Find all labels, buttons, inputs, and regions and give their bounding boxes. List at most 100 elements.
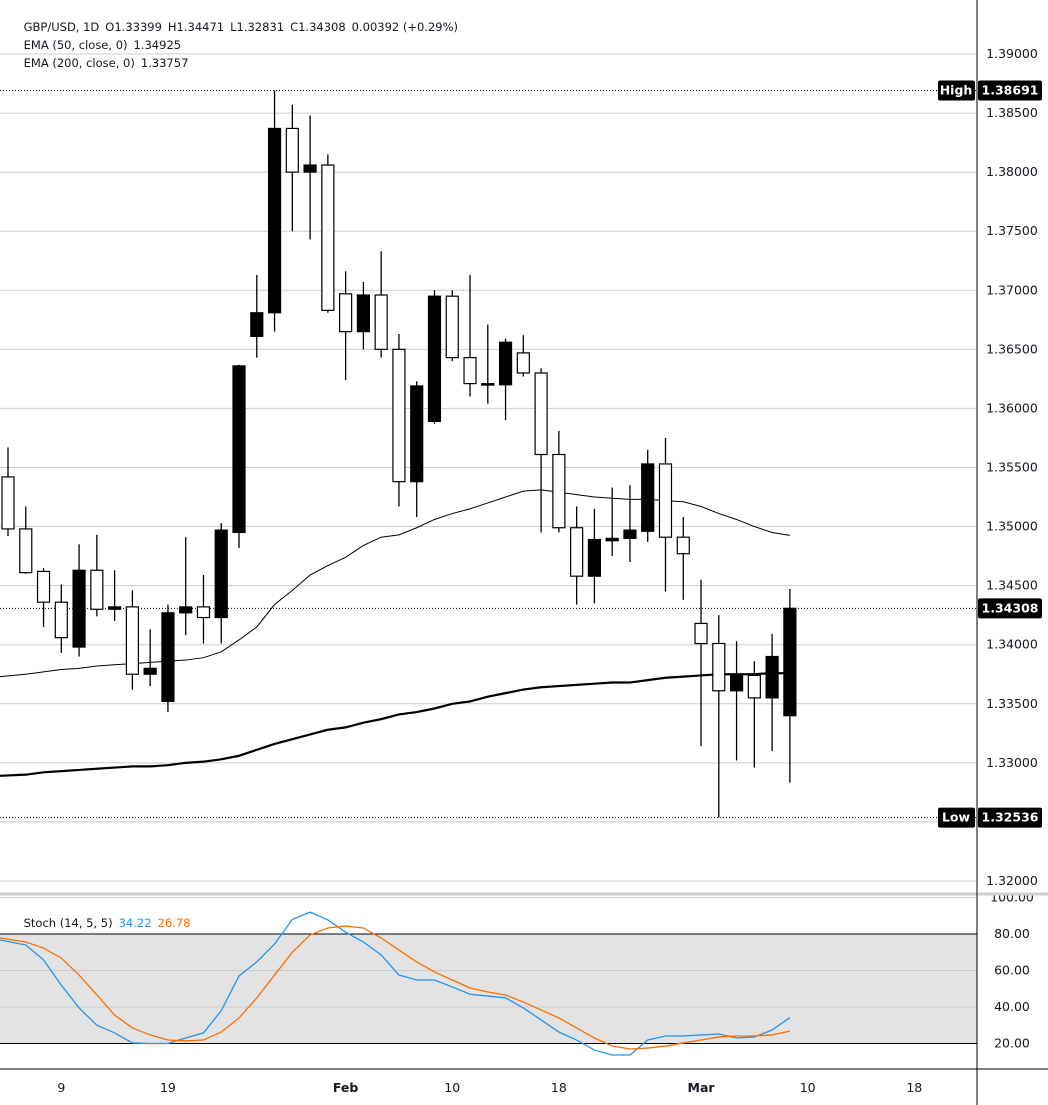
price-tick-label: 1.35500 (986, 459, 1038, 474)
candle-bullish (623, 529, 637, 539)
candle-bearish (516, 352, 530, 374)
price-tick-label: 1.33000 (986, 755, 1038, 770)
symbol-label[interactable]: GBP/USD, 1D (23, 20, 100, 34)
candle-bearish (321, 164, 335, 311)
low-marker-label-box (938, 807, 975, 828)
candle-bullish (250, 312, 264, 337)
time-tick-label: 18 (551, 1080, 567, 1095)
candle-bearish (285, 127, 299, 173)
candle-bullish (161, 612, 175, 703)
candle-bearish (374, 294, 388, 350)
candle-bearish (747, 674, 761, 699)
candle-bearish (339, 293, 353, 333)
candle-bearish (196, 606, 211, 619)
candle-bullish (356, 294, 370, 333)
candle-bearish (445, 295, 459, 359)
ema50-value: 1.34925 (133, 38, 182, 52)
time-tick-label: 9 (57, 1080, 65, 1095)
stoch-tick-label: 20.00 (994, 1036, 1030, 1051)
candle-bullish (765, 655, 779, 699)
candle-bullish (267, 127, 282, 314)
price-tick-label: 1.34000 (986, 637, 1038, 652)
low-marker-value-box (978, 807, 1042, 828)
candle-bearish (694, 622, 708, 645)
ema200-label: EMA (200, close, 0) (23, 56, 135, 70)
stoch-band (0, 934, 977, 1044)
symbol-legend: GBP/USD, 1D O1.33399 H1.34471 L1.32831 C1.34… (9, 6, 464, 48)
candle-bullish (587, 538, 602, 577)
time-tick-label: 10 (800, 1080, 816, 1095)
time-tick-label: Mar (688, 1080, 716, 1095)
candle-bullish (72, 569, 86, 648)
candle-bullish (498, 341, 513, 386)
candle-bearish (534, 372, 548, 456)
time-tick-label: 18 (906, 1080, 922, 1095)
ema200-line (0, 671, 790, 777)
high-marker-label: High (940, 83, 973, 98)
price-tick-label: 1.36500 (986, 341, 1038, 356)
candle-bullish (641, 463, 655, 532)
candle-bearish (658, 463, 673, 538)
price-tick-label: 1.33500 (986, 696, 1038, 711)
candle-bullish (481, 383, 495, 386)
high-marker-value-box (978, 80, 1042, 101)
stoch-tick-label: 100.00 (990, 890, 1034, 905)
stoch-d-line (0, 925, 791, 1050)
candle-bullish (179, 606, 193, 614)
price-tick-label: 1.34500 (986, 578, 1038, 593)
candle-bullish (214, 529, 228, 619)
candle-bullish (605, 537, 619, 542)
candle-bearish (54, 601, 68, 639)
stoch-tick-label: 40.00 (994, 999, 1030, 1014)
price-tick-label: 1.37500 (986, 223, 1038, 238)
candle-bearish (570, 527, 584, 577)
low-value: L1.32831 (230, 20, 285, 34)
candle-bullish (427, 295, 442, 423)
close-value: C1.34308 (290, 20, 346, 34)
price-tick-label: 1.32000 (986, 873, 1038, 888)
candle-bullish (783, 607, 797, 717)
last-price-marker-value: 1.34308 (982, 600, 1039, 615)
stoch-k-value: 34.22 (118, 916, 152, 930)
stoch-k-line (0, 911, 791, 1056)
price-tick-label: 1.35000 (986, 519, 1038, 534)
stoch-d-value: 26.78 (157, 916, 191, 930)
change-value: 0.00392 (+0.29%) (351, 20, 459, 34)
candle-bullish (729, 673, 744, 692)
time-tick-label: Feb (333, 1080, 359, 1095)
candle-bullish (303, 164, 317, 173)
ema50-legend[interactable]: EMA (50, close, 0) 1.34925 (9, 24, 187, 66)
time-tick-label: 10 (444, 1080, 460, 1095)
low-marker-label: Low (942, 810, 971, 825)
candle-bearish (712, 642, 726, 692)
stoch-tick-label: 80.00 (994, 926, 1030, 941)
candle-bearish (1, 476, 15, 530)
candle-bullish (143, 667, 157, 675)
price-tick-label: 1.38500 (986, 105, 1038, 120)
last-price-marker-value-box (978, 598, 1042, 619)
high-marker-label-box (938, 80, 975, 101)
candle-bearish (90, 569, 104, 610)
ema50-label: EMA (50, close, 0) (23, 38, 128, 52)
candle-bullish (108, 606, 122, 610)
candle-bearish (36, 570, 51, 603)
ema200-value: 1.33757 (140, 56, 189, 70)
candle-bearish (552, 453, 566, 529)
low-marker-value: 1.32536 (982, 810, 1039, 825)
stoch-tick-label: 60.00 (994, 963, 1030, 978)
time-tick-label: 19 (160, 1080, 176, 1095)
candle-bullish (232, 365, 246, 534)
candle-bullish (410, 385, 424, 483)
candle-bearish (19, 528, 33, 574)
candle-bearish (463, 357, 477, 385)
price-tick-label: 1.37000 (986, 282, 1038, 297)
candle-bearish (125, 606, 139, 675)
candle-bearish (676, 536, 690, 555)
price-tick-label: 1.36000 (986, 400, 1038, 415)
price-tick-label: 1.39000 (986, 46, 1038, 61)
price-tick-label: 1.38000 (986, 164, 1038, 179)
ema200-legend[interactable]: EMA (200, close, 0) 1.33757 (9, 42, 194, 84)
candle-bearish (392, 348, 406, 483)
stoch-legend[interactable]: Stoch (14, 5, 5) 34.22 26.78 (9, 902, 196, 944)
